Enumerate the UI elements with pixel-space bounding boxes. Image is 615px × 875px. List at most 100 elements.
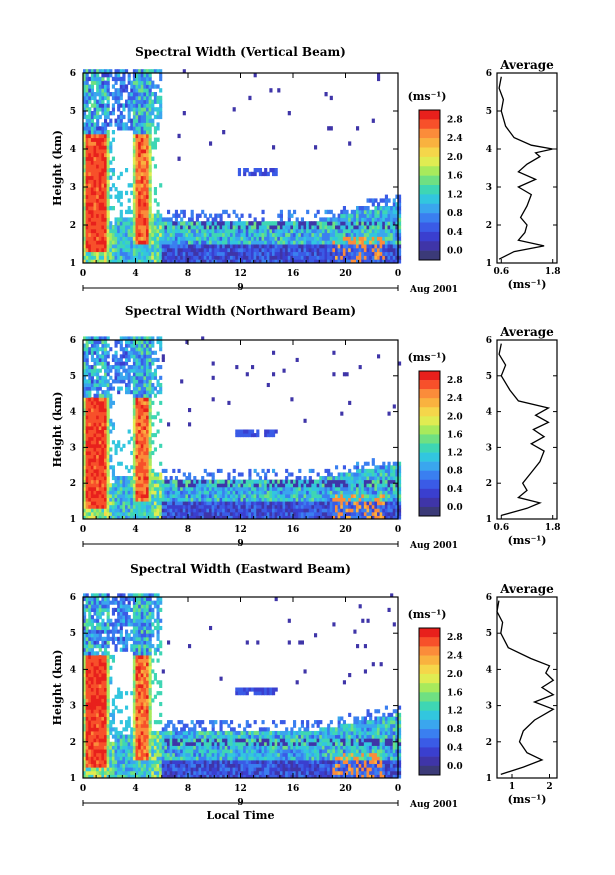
heatmap-cell bbox=[148, 400, 152, 405]
heatmap-cell bbox=[390, 476, 394, 481]
heatmap-cell bbox=[342, 247, 346, 253]
heatmap-cell bbox=[159, 347, 163, 352]
y-tick-label: 5 bbox=[70, 372, 76, 382]
heatmap-cell bbox=[316, 259, 320, 264]
heatmap-cell bbox=[203, 490, 207, 495]
heatmap-cell bbox=[146, 133, 150, 139]
heatmap-cell bbox=[85, 476, 89, 481]
heatmap-cell bbox=[114, 450, 118, 456]
heatmap-cell bbox=[101, 92, 105, 97]
heatmap-cell bbox=[104, 137, 108, 142]
y-tick-label: 1 bbox=[70, 259, 76, 269]
heatmap-cell bbox=[138, 440, 142, 445]
heatmap-cell bbox=[143, 168, 147, 173]
heatmap-cell bbox=[395, 490, 399, 495]
heatmap-cell bbox=[101, 152, 105, 158]
heatmap-cell bbox=[106, 160, 110, 165]
heatmap-cell bbox=[361, 508, 365, 513]
heatmap-cell bbox=[180, 486, 184, 491]
heatmap-cell bbox=[237, 259, 241, 264]
heatmap-cell bbox=[159, 236, 163, 241]
heatmap-cell bbox=[245, 168, 249, 173]
heatmap-cell bbox=[384, 240, 388, 245]
heatmap-cell bbox=[83, 476, 87, 481]
heatmap-cell bbox=[106, 368, 110, 373]
heatmap-cell bbox=[287, 225, 291, 230]
heatmap-cell bbox=[138, 393, 142, 398]
heatmap-cell bbox=[135, 236, 139, 241]
heatmap-cell bbox=[316, 490, 320, 495]
heatmap-cell bbox=[282, 255, 286, 260]
heatmap-cell bbox=[88, 458, 92, 463]
heatmap-cell bbox=[96, 422, 100, 427]
heatmap-cell bbox=[369, 508, 373, 513]
heatmap-cell bbox=[88, 365, 92, 370]
heatmap-cell bbox=[387, 236, 391, 241]
heatmap-cell bbox=[90, 251, 95, 256]
heatmap-cell bbox=[153, 251, 158, 256]
heatmap-cell bbox=[272, 486, 276, 491]
heatmap-cell bbox=[198, 213, 202, 218]
heatmap-cell bbox=[345, 240, 349, 245]
heatmap-cell bbox=[106, 187, 110, 192]
heatmap-cell bbox=[169, 504, 173, 509]
heatmap-cell bbox=[138, 433, 142, 438]
heatmap-cell bbox=[140, 206, 144, 211]
heatmap-cell bbox=[85, 73, 89, 78]
heatmap-cell bbox=[104, 454, 108, 459]
heatmap-cell bbox=[143, 190, 147, 196]
heatmap-cell bbox=[290, 225, 294, 230]
heatmap-cell bbox=[335, 251, 339, 256]
heatmap-cell bbox=[319, 486, 323, 491]
heatmap-cell bbox=[306, 501, 310, 506]
heatmap-cell bbox=[290, 472, 294, 477]
heatmap-cell bbox=[329, 476, 333, 481]
heatmap-cell bbox=[106, 472, 110, 477]
heatmap-cell bbox=[130, 490, 134, 495]
heatmap-cell bbox=[83, 103, 87, 108]
heatmap-cell bbox=[138, 490, 142, 495]
heatmap-cell bbox=[125, 190, 129, 196]
heatmap-cell bbox=[369, 228, 373, 234]
heatmap-cell bbox=[243, 490, 247, 495]
heatmap-cell bbox=[332, 497, 336, 502]
heatmap-cell bbox=[235, 490, 239, 495]
heatmap-cell bbox=[384, 479, 388, 484]
heatmap-cell bbox=[314, 244, 318, 249]
heatmap-cell bbox=[172, 497, 176, 502]
heatmap-cell bbox=[88, 95, 92, 101]
heatmap-cell bbox=[269, 501, 273, 506]
heatmap-cell bbox=[114, 99, 118, 104]
heatmap-cell bbox=[151, 259, 155, 264]
heatmap-cell bbox=[366, 247, 370, 253]
heatmap-cell bbox=[201, 244, 205, 249]
heatmap-cell bbox=[161, 251, 165, 256]
heatmap-cell bbox=[253, 504, 257, 509]
heatmap-cell bbox=[248, 433, 252, 438]
heatmap-cell bbox=[374, 251, 378, 256]
heatmap-cell bbox=[387, 515, 391, 520]
heatmap-cell bbox=[119, 490, 123, 495]
heatmap-cell bbox=[114, 365, 118, 370]
heatmap-cell bbox=[135, 130, 139, 135]
heatmap-cell bbox=[295, 490, 299, 495]
heatmap-cell bbox=[248, 232, 252, 237]
heatmap-cell bbox=[290, 515, 294, 520]
heatmap-cell bbox=[337, 232, 341, 237]
heatmap-cell bbox=[93, 228, 97, 234]
heatmap-cell bbox=[135, 76, 139, 82]
heatmap-cell bbox=[342, 240, 346, 245]
heatmap-cell bbox=[243, 433, 247, 438]
heatmap-cell bbox=[172, 490, 176, 495]
heatmap-cell bbox=[148, 493, 152, 499]
heatmap-cell bbox=[335, 476, 339, 481]
heatmap-cell bbox=[96, 160, 100, 165]
heatmap-cell bbox=[85, 386, 89, 391]
heatmap-cell bbox=[232, 251, 236, 256]
heatmap-cell bbox=[140, 501, 144, 506]
heatmap-cell bbox=[138, 483, 142, 488]
heatmap-cell bbox=[216, 255, 220, 260]
heatmap-cell bbox=[361, 240, 365, 245]
heatmap-cell bbox=[93, 76, 97, 82]
heatmap-cell bbox=[240, 232, 244, 237]
